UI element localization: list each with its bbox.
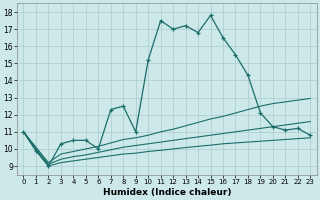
X-axis label: Humidex (Indice chaleur): Humidex (Indice chaleur) [103,188,231,197]
